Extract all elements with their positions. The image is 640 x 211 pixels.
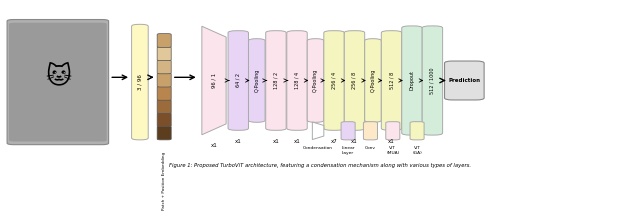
Text: Patch + Position Embedding: Patch + Position Embedding — [162, 152, 166, 210]
Text: Linear
Layer: Linear Layer — [341, 146, 355, 154]
FancyBboxPatch shape — [157, 126, 172, 140]
Text: ViT
(GA): ViT (GA) — [412, 146, 422, 154]
Text: 128 / 2: 128 / 2 — [273, 72, 278, 89]
Text: Condensation: Condensation — [303, 146, 333, 150]
FancyBboxPatch shape — [248, 39, 265, 122]
FancyBboxPatch shape — [402, 26, 422, 135]
Text: 256 / 8: 256 / 8 — [352, 72, 357, 89]
FancyBboxPatch shape — [157, 47, 172, 61]
Text: x1: x1 — [211, 143, 218, 149]
FancyBboxPatch shape — [287, 31, 307, 130]
Text: Figure 1: Proposed TurboViT architecture, featuring a condensation mechanism alo: Figure 1: Proposed TurboViT architecture… — [169, 164, 471, 169]
FancyBboxPatch shape — [228, 31, 248, 130]
FancyBboxPatch shape — [365, 39, 381, 122]
Text: 512 / 8: 512 / 8 — [389, 72, 394, 89]
Text: x1: x1 — [273, 139, 279, 144]
Text: x1: x1 — [388, 139, 395, 144]
Text: ViT
(MUA): ViT (MUA) — [386, 146, 399, 154]
Polygon shape — [202, 26, 226, 135]
FancyBboxPatch shape — [157, 34, 172, 47]
FancyBboxPatch shape — [344, 31, 365, 130]
FancyBboxPatch shape — [266, 31, 286, 130]
FancyBboxPatch shape — [324, 31, 344, 130]
FancyBboxPatch shape — [386, 122, 400, 140]
FancyBboxPatch shape — [445, 61, 484, 100]
FancyBboxPatch shape — [364, 122, 378, 140]
Text: Prediction: Prediction — [449, 78, 481, 83]
Text: x1: x1 — [351, 139, 358, 144]
FancyBboxPatch shape — [341, 122, 355, 140]
Text: x7: x7 — [331, 139, 337, 144]
FancyBboxPatch shape — [132, 24, 148, 140]
Text: Q-Pooling: Q-Pooling — [254, 69, 259, 92]
Text: x1: x1 — [294, 139, 300, 144]
Text: 🐱: 🐱 — [45, 64, 71, 88]
Text: 3 / 96: 3 / 96 — [138, 74, 143, 90]
FancyBboxPatch shape — [157, 60, 172, 74]
FancyBboxPatch shape — [381, 31, 402, 130]
Text: Conv: Conv — [365, 146, 376, 150]
FancyBboxPatch shape — [157, 113, 172, 127]
Text: 96 / 1: 96 / 1 — [211, 73, 216, 88]
FancyBboxPatch shape — [307, 39, 324, 122]
Text: Q-Pooling: Q-Pooling — [313, 69, 318, 92]
FancyBboxPatch shape — [422, 26, 443, 135]
Text: Dropout: Dropout — [410, 70, 415, 91]
FancyBboxPatch shape — [157, 73, 172, 87]
Text: 64 / 2: 64 / 2 — [236, 73, 241, 88]
FancyBboxPatch shape — [410, 122, 424, 140]
Polygon shape — [312, 122, 324, 139]
FancyBboxPatch shape — [9, 23, 107, 141]
Text: 128 / 4: 128 / 4 — [294, 72, 300, 89]
FancyBboxPatch shape — [7, 20, 109, 145]
Text: 256 / 4: 256 / 4 — [332, 72, 337, 89]
FancyBboxPatch shape — [157, 100, 172, 114]
Text: 512 / 1000: 512 / 1000 — [430, 67, 435, 94]
Text: x1: x1 — [235, 139, 242, 144]
FancyBboxPatch shape — [157, 87, 172, 100]
Text: Q-Pooling: Q-Pooling — [371, 69, 376, 92]
